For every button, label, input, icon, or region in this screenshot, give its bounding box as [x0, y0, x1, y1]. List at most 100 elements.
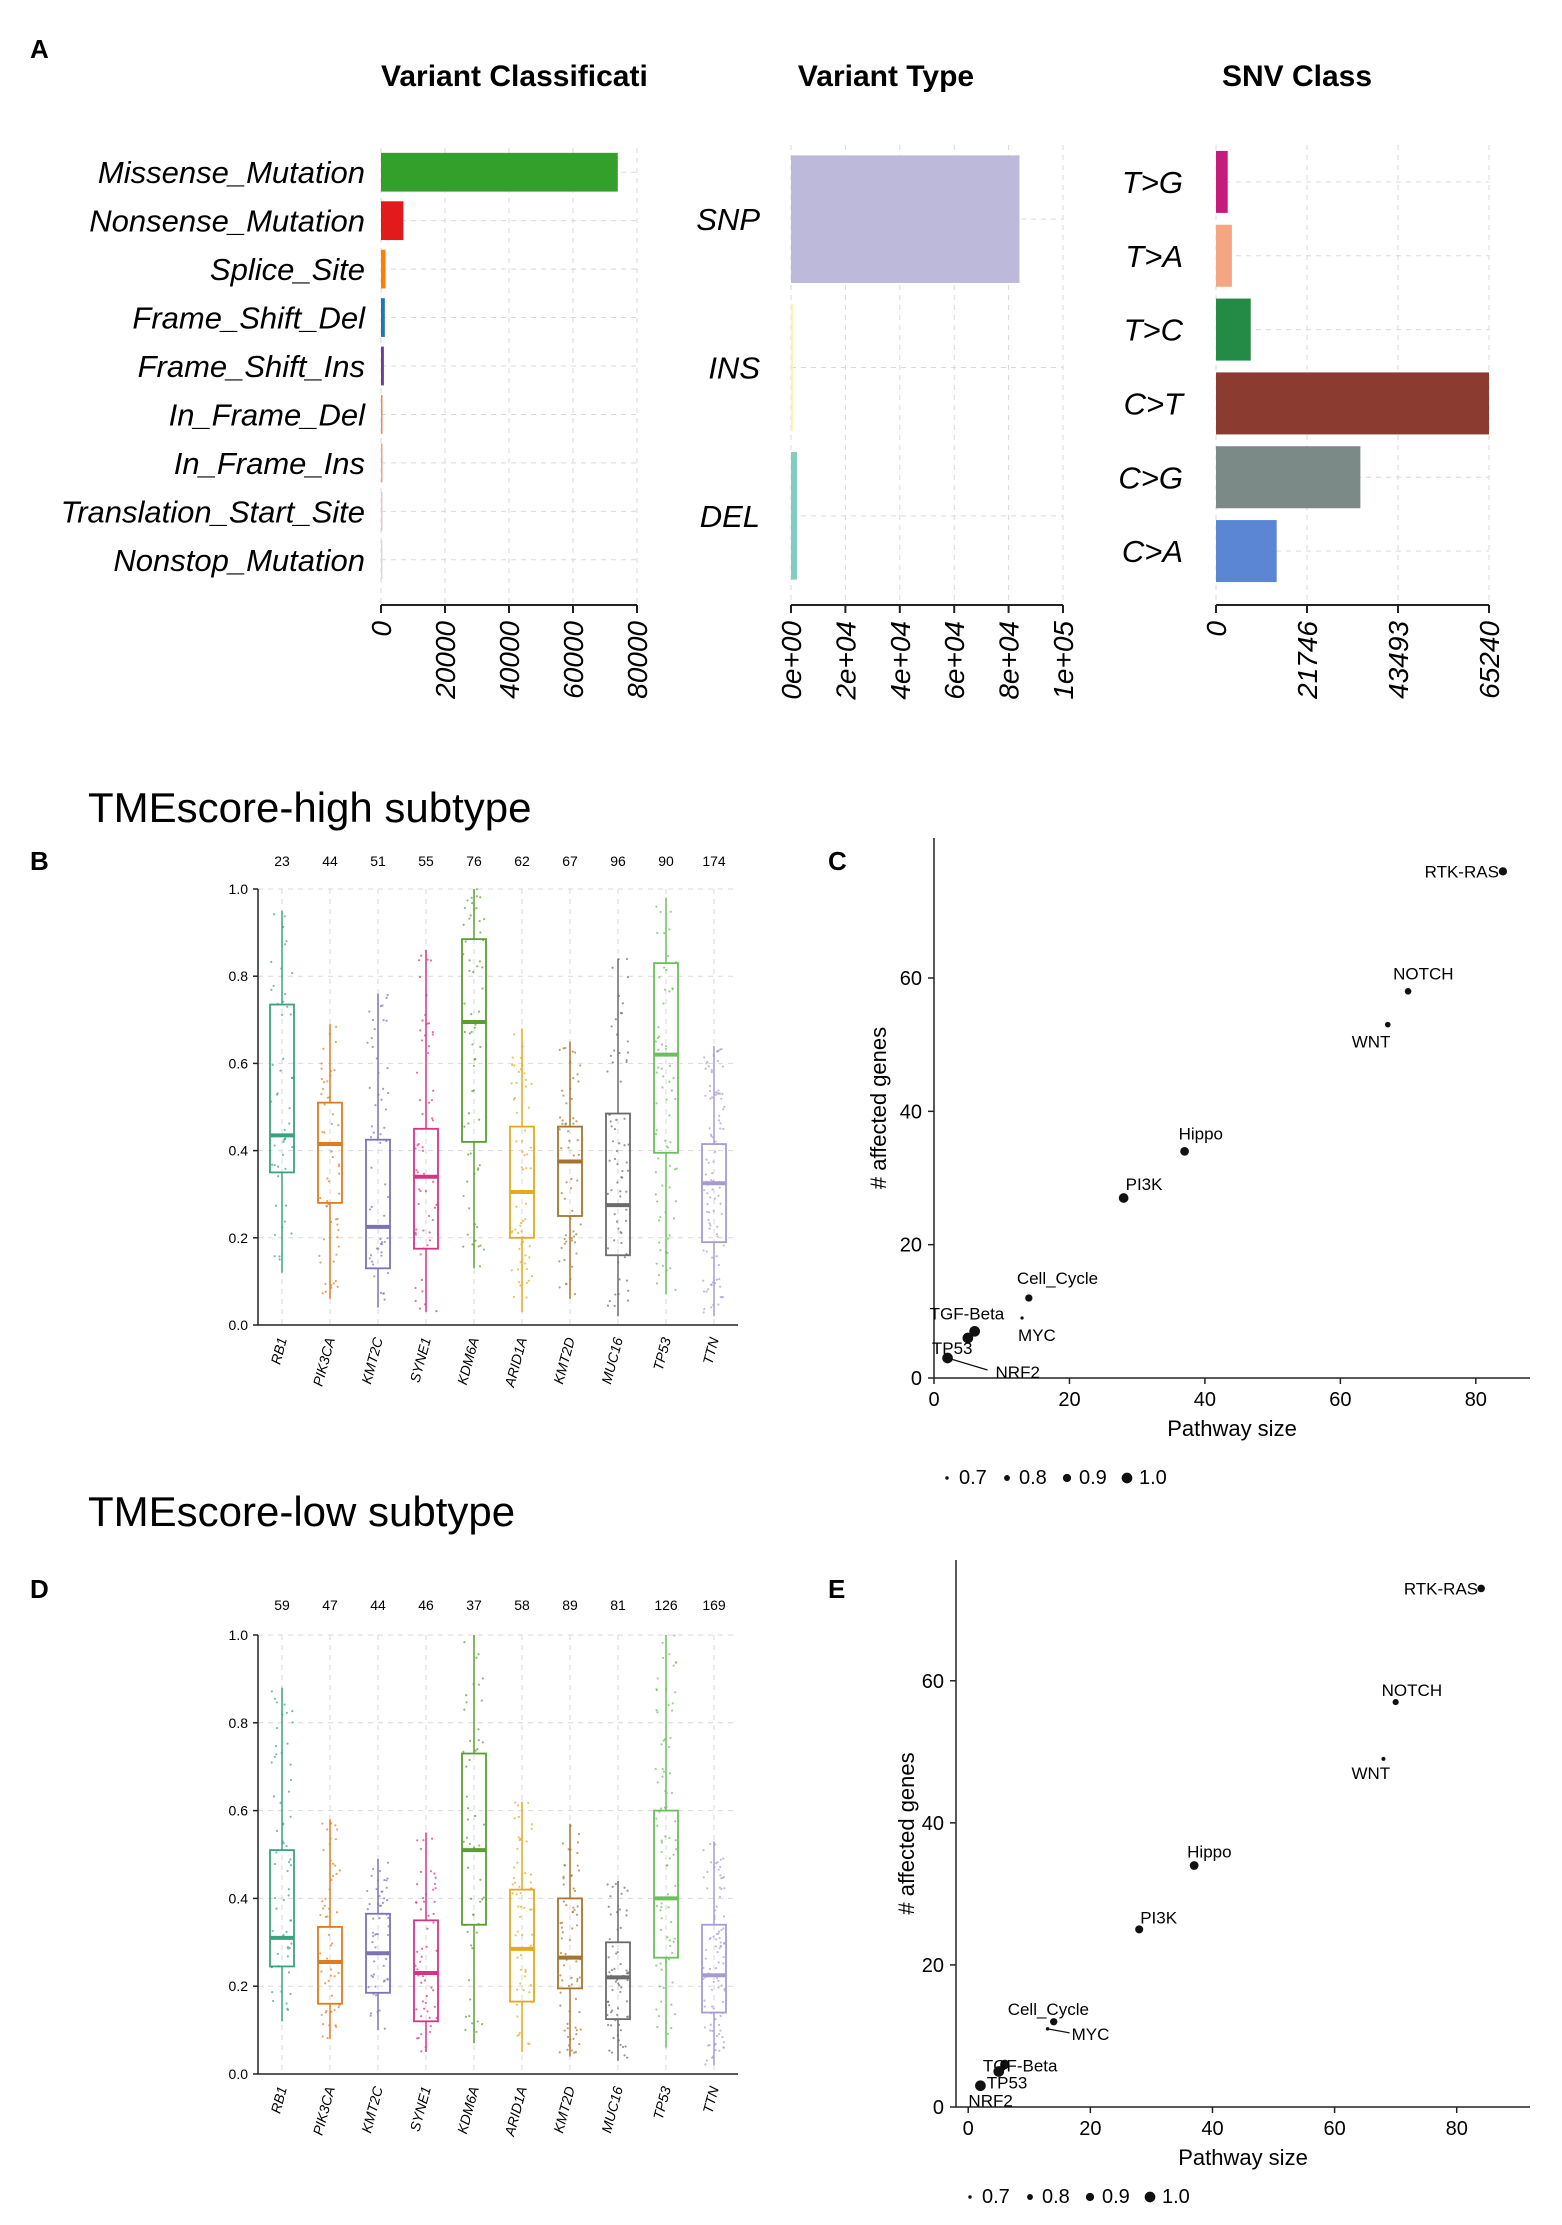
jitter-point-muc16: [611, 1140, 615, 1143]
count-label-kmt2c: 51: [370, 853, 386, 869]
box-pik3ca: [317, 1101, 343, 1204]
gene-label-pik3ca: PIK3CA: [310, 1336, 338, 1388]
jitter-point-kmt2d: [561, 1921, 564, 1924]
jitter-point-kdm6a: [471, 1043, 474, 1046]
jitter-point-arid1a: [512, 1098, 516, 1101]
jitter-point-pik3ca: [337, 1971, 340, 1975]
panel-label-a: A: [30, 34, 49, 64]
jitter-point-syne1: [414, 1286, 417, 1290]
jitter-point-kmt2c: [383, 1126, 386, 1129]
jitter-point-kmt2c: [378, 1916, 381, 1920]
jitter-point-kmt2c: [368, 1903, 371, 1906]
jitter-point-kdm6a: [465, 1765, 468, 1768]
jitter-point-kmt2c: [384, 1183, 387, 1186]
jitter-point-muc16: [618, 1984, 621, 1987]
bar-t-c: [1216, 298, 1251, 361]
jitter-point-rb1: [270, 1163, 274, 1166]
jitter-point-arid1a: [516, 2034, 519, 2037]
jitter-point-muc16: [613, 1127, 617, 1131]
jitter-point-pik3ca: [320, 1092, 323, 1096]
jitter-point-muc16: [607, 1905, 610, 1908]
jitter-point-syne1: [420, 1278, 423, 1282]
jitter-point-rb1: [276, 1952, 280, 1956]
jitter-point-kmt2d: [561, 1931, 564, 1934]
jitter-point-kmt2d: [572, 1122, 575, 1125]
jitter-point-arid1a: [511, 1063, 514, 1066]
jitter-point-syne1: [430, 1837, 434, 1840]
jitter-point-pik3ca: [332, 1874, 335, 1878]
jitter-point-tp53: [670, 1791, 674, 1795]
jitter-point-ttn: [709, 1842, 712, 1846]
jitter-point-kmt2c: [384, 1957, 388, 1961]
jitter-point-ttn: [707, 1288, 710, 1291]
jitter-point-kmt2c: [379, 1291, 383, 1294]
jitter-point-kmt2c: [371, 1260, 374, 1263]
jitter-point-rb1: [272, 984, 275, 987]
jitter-point-kmt2d: [573, 1241, 577, 1244]
jitter-point-pik3ca: [333, 2009, 336, 2012]
jitter-point-muc16: [607, 2023, 610, 2027]
jitter-point-muc16: [621, 1169, 624, 1173]
jitter-point-pik3ca: [337, 1124, 340, 1127]
y-tick-label: 0.4: [229, 1890, 249, 1906]
jitter-point-syne1: [431, 1033, 434, 1036]
jitter-point-rb1: [273, 1697, 276, 1700]
jitter-point-syne1: [420, 1039, 424, 1042]
panel-label-b: B: [30, 846, 49, 876]
jitter-point-muc16: [625, 1208, 628, 1211]
jitter-point-rb1: [284, 943, 287, 946]
jitter-point-arid1a: [517, 1905, 520, 1908]
jitter-point-rb1: [274, 1745, 278, 1748]
jitter-point-ttn: [708, 1127, 711, 1130]
jitter-point-syne1: [429, 2025, 432, 2028]
jitter-point-muc16: [625, 1914, 628, 1917]
jitter-point-kmt2c: [368, 1257, 371, 1260]
jitter-point-kmt2c: [369, 2012, 373, 2015]
jitter-point-kdm6a: [476, 965, 479, 968]
jitter-point-ttn: [706, 1887, 709, 1890]
jitter-point-muc16: [625, 1279, 629, 1282]
gene-label-arid1a: ARID1A: [501, 2085, 530, 2139]
jitter-point-ttn: [705, 2059, 709, 2062]
jitter-point-rb1: [285, 1845, 288, 1848]
jitter-point-pik3ca: [321, 1292, 324, 1295]
jitter-point-kdm6a: [482, 1823, 486, 1826]
jitter-point-syne1: [420, 954, 423, 957]
jitter-point-muc16: [619, 1080, 622, 1083]
jitter-point-ttn: [718, 2049, 721, 2052]
jitter-point-arid1a: [524, 1085, 528, 1088]
jitter-point-pik3ca: [321, 1822, 324, 1825]
jitter-point-tp53: [660, 1917, 663, 1920]
jitter-point-kdm6a: [468, 2014, 471, 2018]
jitter-point-muc16: [608, 1299, 611, 1303]
x-tick-label: 1e+05: [1048, 621, 1079, 700]
jitter-point-arid1a: [513, 1817, 516, 1820]
jitter-point-rb1: [282, 1140, 285, 1143]
box-muc16: [605, 1941, 631, 2021]
jitter-point-rb1: [289, 1919, 293, 1922]
jitter-point-tp53: [655, 2008, 658, 2011]
y-tick-label: 0.4: [229, 1143, 249, 1159]
jitter-point-tp53: [655, 1262, 658, 1265]
jitter-point-kmt2d: [579, 1064, 582, 1067]
jitter-point-arid1a: [527, 1801, 530, 1805]
jitter-point-arid1a: [516, 1956, 519, 1959]
jitter-point-pik3ca: [329, 1974, 332, 1977]
jitter-point-ttn: [712, 1209, 715, 1213]
jitter-point-kmt2c: [382, 1019, 385, 1022]
size-legend-label: 0.9: [1079, 1467, 1107, 1489]
jitter-point-arid1a: [528, 1991, 531, 1994]
jitter-point-rb1: [273, 1755, 276, 1759]
jitter-point-syne1: [427, 1914, 430, 1917]
jitter-point-kmt2c: [374, 1946, 377, 1949]
jitter-point-kmt2d: [564, 1234, 567, 1237]
jitter-point-rb1: [270, 988, 273, 991]
size-legend-label: 0.8: [1019, 1467, 1047, 1489]
jitter-point-arid1a: [510, 1231, 513, 1234]
point-pi3k: [1118, 1193, 1129, 1203]
jitter-point-pik3ca: [335, 1253, 338, 1256]
jitter-point-ttn: [710, 1070, 713, 1074]
jitter-point-muc16: [618, 1142, 621, 1145]
jitter-point-tp53: [668, 990, 671, 993]
jitter-point-arid1a: [519, 1224, 522, 1227]
